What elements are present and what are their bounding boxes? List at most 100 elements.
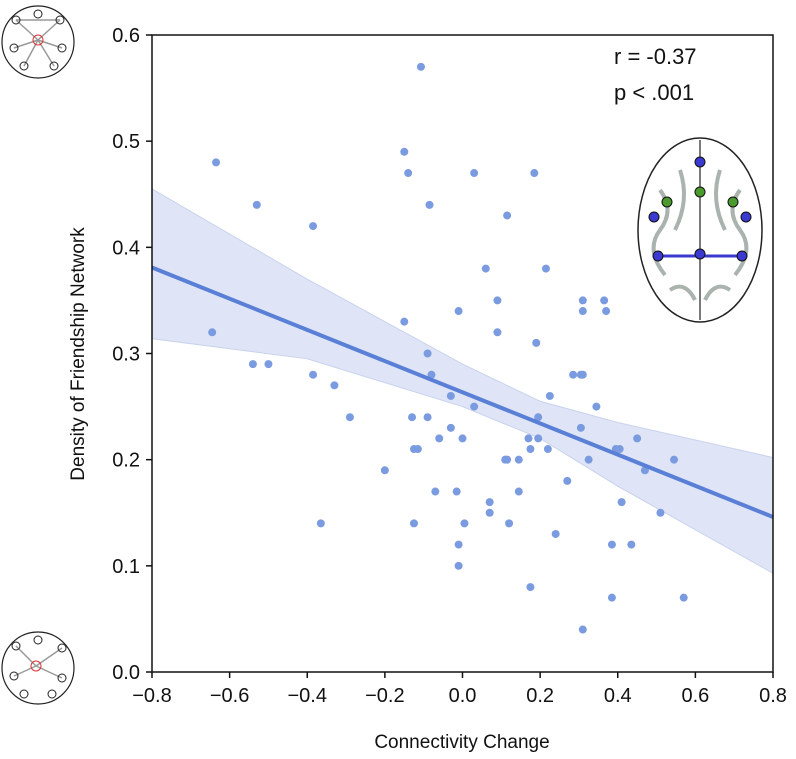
data-point — [452, 487, 461, 496]
y-tick-label: 0.2 — [112, 450, 140, 472]
data-point — [524, 434, 533, 443]
data-point — [309, 222, 318, 231]
data-point — [470, 169, 479, 178]
data-point — [408, 413, 417, 422]
y-tick-label: 0.1 — [112, 556, 140, 578]
data-point — [446, 423, 455, 432]
data-point — [551, 529, 560, 538]
data-point — [633, 434, 642, 443]
data-point — [454, 540, 463, 549]
data-point — [427, 370, 436, 379]
data-point — [458, 434, 467, 443]
data-point — [514, 455, 523, 464]
data-point — [493, 328, 502, 337]
data-point — [413, 445, 422, 454]
data-point — [345, 413, 354, 422]
x-tick-label: 0.8 — [759, 685, 787, 707]
data-point — [592, 402, 601, 411]
data-point — [541, 264, 550, 273]
data-point — [526, 583, 535, 592]
data-point — [454, 307, 463, 316]
data-point — [435, 434, 444, 443]
data-point — [607, 540, 616, 549]
data-point — [578, 625, 587, 634]
data-point — [607, 593, 616, 602]
data-point — [264, 360, 273, 369]
data-point — [208, 328, 217, 337]
data-point — [248, 360, 257, 369]
data-point — [423, 349, 432, 358]
x-tick-label: −0.6 — [210, 685, 249, 707]
data-point — [503, 455, 512, 464]
plot-frame — [151, 34, 774, 673]
data-point — [416, 62, 425, 71]
regression-line — [151, 265, 774, 519]
data-point — [526, 445, 535, 454]
data-point — [584, 455, 593, 464]
data-point — [503, 211, 512, 220]
data-point — [679, 593, 688, 602]
data-point — [514, 487, 523, 496]
data-point — [534, 413, 543, 422]
x-tick-label: −0.2 — [365, 685, 404, 707]
x-axis-label: Connectivity Change — [374, 732, 549, 753]
data-point — [460, 519, 469, 528]
x-tick-label: 0.6 — [681, 685, 709, 707]
data-point — [493, 296, 502, 305]
data-point — [409, 519, 418, 528]
data-point — [615, 445, 624, 454]
data-point — [617, 498, 626, 507]
data-point — [578, 307, 587, 316]
x-tick-label: 0.2 — [526, 685, 554, 707]
data-point — [578, 370, 587, 379]
data-point — [454, 561, 463, 570]
y-tick-label: 0.3 — [112, 344, 140, 366]
data-point — [316, 519, 325, 528]
data-point — [212, 158, 221, 167]
data-point — [485, 498, 494, 507]
data-point — [563, 476, 572, 485]
data-point — [602, 307, 611, 316]
brain-icon — [637, 137, 763, 323]
data-point — [545, 391, 554, 400]
y-tick-label: 0.4 — [112, 237, 140, 259]
data-point — [470, 402, 479, 411]
data-point — [380, 466, 389, 475]
y-tick-label: 0.0 — [112, 662, 140, 684]
data-point — [576, 423, 585, 432]
top-icon — [1, 5, 75, 79]
data-point — [431, 487, 440, 496]
data-point — [656, 508, 665, 517]
data-point — [446, 391, 455, 400]
y-tick-label: 0.6 — [112, 25, 140, 47]
data-point — [404, 169, 413, 178]
bottom-icon — [1, 631, 75, 705]
data-point — [481, 264, 490, 273]
data-point — [425, 200, 434, 209]
data-point — [627, 540, 636, 549]
data-point — [423, 413, 432, 422]
data-point — [309, 370, 318, 379]
data-point — [252, 200, 261, 209]
y-tick-label: 0.5 — [112, 131, 140, 153]
annotation-p: p < .001 — [614, 80, 694, 105]
data-point — [485, 508, 494, 517]
x-tick-label: 0.4 — [604, 685, 632, 707]
data-point — [400, 147, 409, 156]
data-point — [670, 455, 679, 464]
data-point — [600, 296, 609, 305]
data-point — [578, 296, 587, 305]
plot-area: −0.8 −0.6 −0.4 −0.2 0.0 0.2 0.4 0.6 0.8 0.0 0.1 0.2… — [112, 25, 787, 707]
data-point — [400, 317, 409, 326]
data-point — [569, 370, 578, 379]
data-point — [534, 434, 543, 443]
data-point — [532, 338, 541, 347]
y-axis-label: Density of Friendship Network — [68, 227, 89, 481]
x-tick-label: −0.4 — [288, 685, 327, 707]
x-tick-label: −0.8 — [132, 685, 171, 707]
annotation-r: r = -0.37 — [614, 44, 697, 69]
data-point — [530, 169, 539, 178]
data-point — [505, 519, 514, 528]
